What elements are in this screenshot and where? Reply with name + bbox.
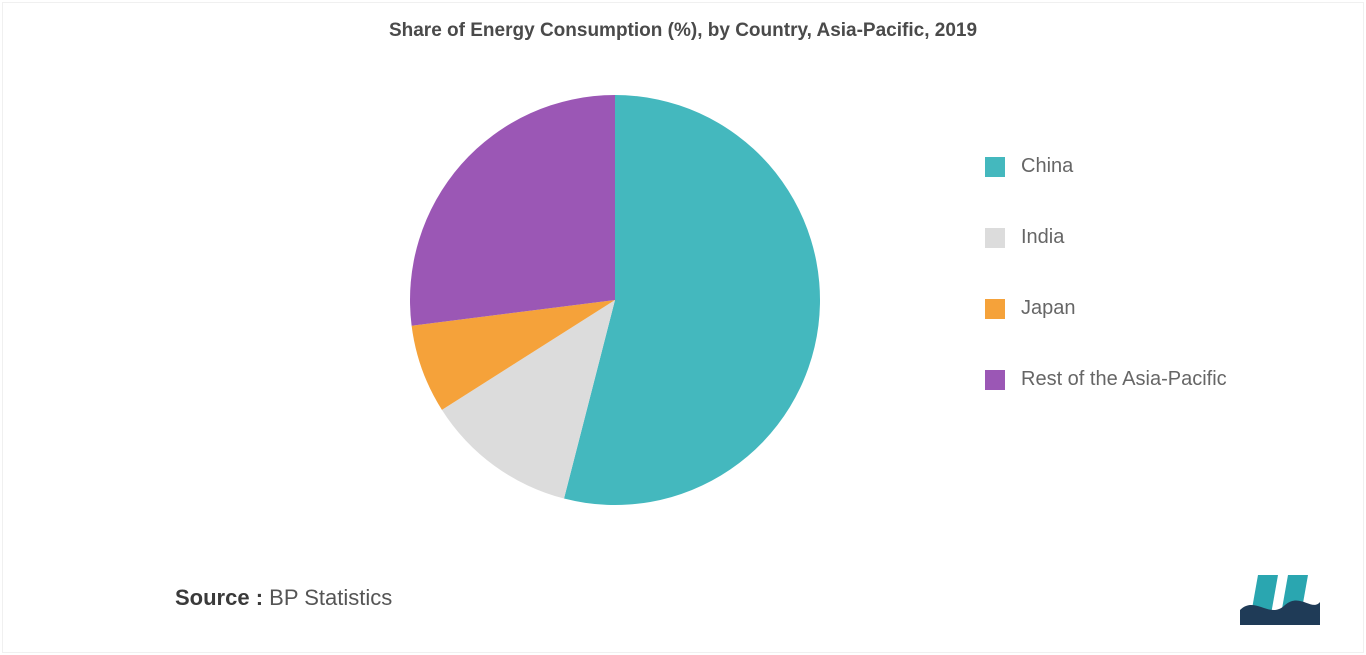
legend-label: India: [1021, 226, 1064, 249]
legend: China India Japan Rest of the Asia-Pacific: [985, 155, 1227, 391]
legend-item: China: [985, 155, 1227, 178]
pie-slice: [410, 95, 615, 326]
legend-swatch: [985, 157, 1005, 177]
legend-label: Japan: [1021, 297, 1076, 320]
source-line: Source : BP Statistics: [175, 585, 392, 611]
legend-item: Rest of the Asia-Pacific: [985, 368, 1227, 391]
legend-swatch: [985, 299, 1005, 319]
pie-svg: [408, 93, 822, 507]
logo-wave: [1240, 600, 1320, 625]
legend-label: China: [1021, 155, 1073, 178]
legend-swatch: [985, 370, 1005, 390]
legend-swatch: [985, 228, 1005, 248]
legend-item: India: [985, 226, 1227, 249]
brand-logo: [1240, 570, 1320, 625]
legend-item: Japan: [985, 297, 1227, 320]
source-label: Source :: [175, 585, 263, 610]
chart-title: Share of Energy Consumption (%), by Coun…: [0, 20, 1366, 42]
brand-logo-svg: [1240, 570, 1320, 625]
legend-label: Rest of the Asia-Pacific: [1021, 368, 1227, 391]
pie-chart: [408, 93, 822, 512]
source-text: BP Statistics: [269, 585, 392, 610]
